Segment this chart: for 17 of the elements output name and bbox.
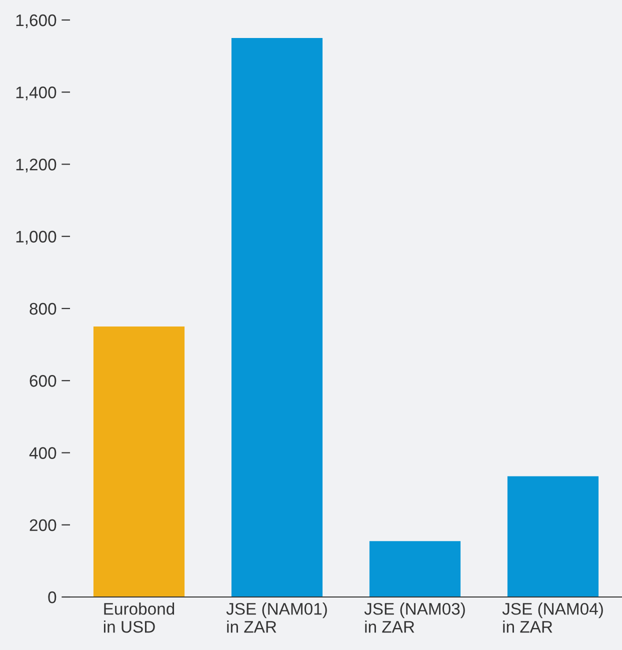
x-tick-label: Eurobond in USD (104, 602, 174, 633)
y-tick-label: 800 (30, 302, 56, 315)
y-tick-label: 0 (48, 591, 56, 604)
bar (93, 326, 185, 597)
y-tick-label: 1,400 (16, 86, 56, 100)
bar (507, 476, 599, 597)
y-tick-label: 600 (30, 375, 56, 387)
x-tick-label: JSE (NAM01) in ZAR (226, 602, 327, 633)
y-tick-label: 1,000 (16, 230, 56, 245)
y-tick-label: 1,200 (16, 158, 56, 172)
x-tick-label: JSE (NAM03) in ZAR (364, 602, 465, 633)
bar (231, 38, 323, 597)
x-tick-label: JSE (NAM04) in ZAR (502, 602, 603, 633)
bar (369, 541, 461, 597)
y-tick-label: 400 (29, 447, 56, 459)
y-tick-label: 1,600 (16, 14, 56, 28)
y-tick-label: 200 (30, 519, 56, 532)
